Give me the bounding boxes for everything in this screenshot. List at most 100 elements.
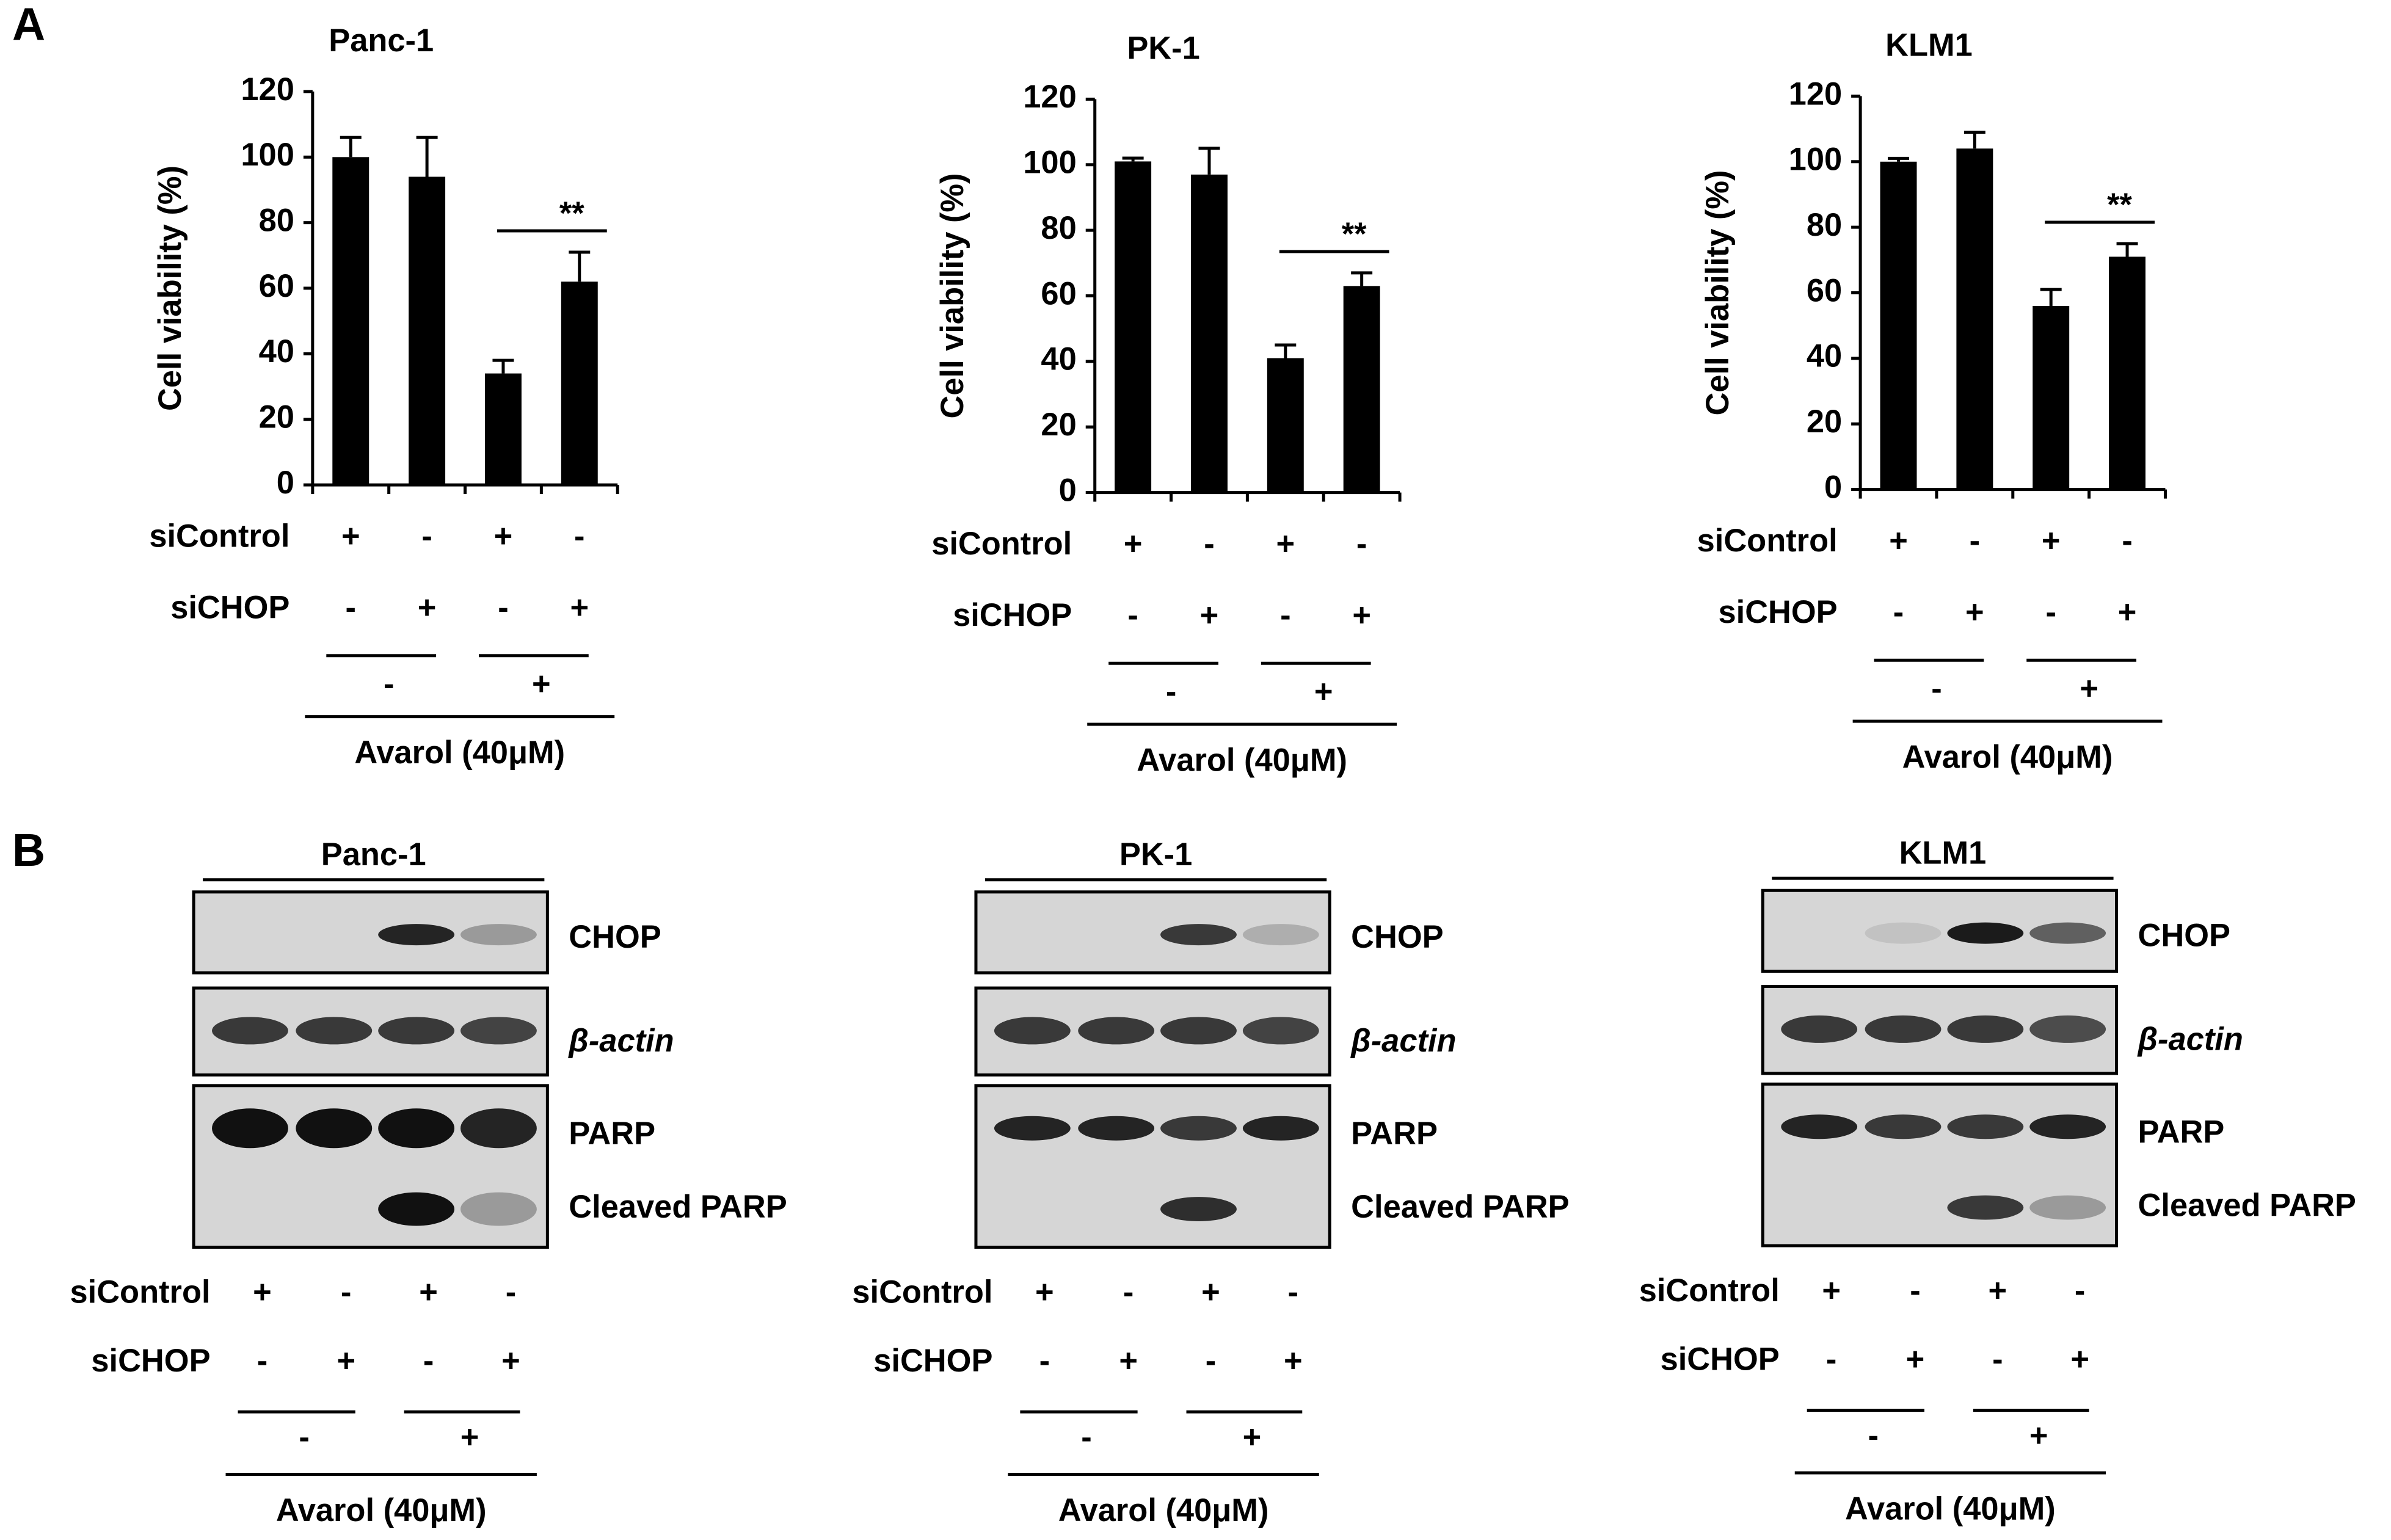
condition-mark: - (421, 518, 432, 554)
condition-mark: - (1288, 1275, 1298, 1310)
condition-mark: - (423, 1343, 434, 1379)
blot-band (1781, 1114, 1858, 1139)
chart-title: Panc-1 (329, 23, 434, 59)
band-label: PARP (2138, 1115, 2225, 1150)
y-tick-label: 40 (259, 334, 294, 369)
condition-mark: + (1035, 1275, 1054, 1310)
condition-mark: + (2070, 1342, 2089, 1378)
blot-band (378, 1108, 455, 1149)
blot-band (1947, 1015, 2024, 1043)
condition-mark: - (1992, 1342, 2003, 1378)
condition-mark: - (346, 590, 356, 626)
condition-label: siControl (70, 1275, 210, 1310)
condition-label: siControl (931, 526, 1072, 562)
bar (484, 373, 522, 485)
blot-band (2029, 1015, 2106, 1043)
blot-band (378, 1017, 455, 1045)
bar (1956, 148, 1993, 490)
condition-mark: - (1039, 1343, 1050, 1379)
bar (2109, 256, 2146, 490)
bar (1343, 286, 1380, 493)
bar (2033, 305, 2070, 490)
treatment-label: Avarol (40μM) (1058, 1493, 1269, 1528)
y-tick-label: 40 (1807, 339, 1842, 374)
condition-mark: - (1280, 598, 1290, 633)
band-label: CHOP (2138, 918, 2230, 953)
condition-mark: + (1889, 523, 1908, 559)
y-tick-label: 0 (1059, 473, 1077, 508)
y-tick-label: 0 (1824, 470, 1842, 505)
band-label: PARP (569, 1116, 655, 1152)
condition-label: siControl (1639, 1273, 1780, 1309)
treatment-mark: + (532, 667, 551, 702)
condition-mark: - (2075, 1273, 2085, 1309)
condition-mark: + (1352, 598, 1371, 633)
condition-mark: + (1284, 1343, 1303, 1379)
condition-mark: - (1356, 526, 1367, 562)
condition-mark: + (501, 1343, 520, 1379)
y-tick-label: 120 (241, 72, 294, 107)
blot-band (1865, 1114, 1942, 1139)
chart-title: PK-1 (1127, 31, 1199, 66)
treatment-label: Avarol (40μM) (354, 735, 565, 771)
treatment-label: Avarol (40μM) (1137, 743, 1347, 778)
treatment-mark: - (1081, 1420, 1091, 1455)
condition-mark: - (1910, 1273, 1920, 1309)
treatment-label: Avarol (40μM) (1845, 1491, 2056, 1527)
condition-mark: - (1206, 1343, 1216, 1379)
y-tick-label: 20 (1807, 404, 1842, 440)
treatment-mark: - (299, 1420, 309, 1455)
y-tick-label: 100 (1789, 142, 1842, 178)
blot-band (212, 1017, 288, 1045)
y-tick-label: 60 (1807, 273, 1842, 308)
condition-label: siCHOP (953, 598, 1072, 633)
band-label: β-actin (1350, 1023, 1456, 1059)
treatment-mark: - (1931, 671, 1942, 706)
condition-mark: - (2045, 595, 2056, 630)
condition-label: siCHOP (1718, 595, 1837, 630)
blot-band (2029, 922, 2106, 944)
bar (409, 176, 446, 485)
condition-mark: + (418, 590, 437, 626)
blot-title: Panc-1 (321, 837, 426, 873)
blot-title: KLM1 (1899, 836, 1987, 871)
condition-label: siControl (852, 1275, 992, 1310)
condition-label: siCHOP (1661, 1342, 1780, 1378)
y-tick-label: 60 (259, 269, 294, 304)
condition-mark: + (1201, 1275, 1220, 1310)
y-axis-label: Cell viability (%) (935, 173, 970, 418)
blot-band (460, 1017, 537, 1045)
blot-band (378, 924, 455, 946)
blot-band (1865, 922, 1942, 944)
blot-band (460, 1192, 537, 1226)
condition-mark: - (2122, 523, 2132, 559)
blot-band (1160, 1197, 1237, 1222)
bar (1115, 161, 1152, 493)
condition-mark: - (1123, 1275, 1134, 1310)
condition-mark: + (341, 518, 360, 554)
blot-band (1947, 1114, 2024, 1139)
blot-band (1160, 1017, 1237, 1045)
bar (1191, 174, 1228, 493)
blot-band (1781, 1015, 1858, 1043)
condition-mark: + (1822, 1273, 1841, 1309)
blot-band (212, 1108, 288, 1149)
condition-mark: + (1119, 1343, 1138, 1379)
condition-mark: + (1276, 526, 1295, 562)
treatment-mark: + (2029, 1418, 2048, 1453)
blot-membrane (974, 890, 1331, 975)
condition-mark: - (498, 590, 508, 626)
condition-mark: - (506, 1275, 516, 1310)
blot-band (994, 1116, 1071, 1141)
blot-band (1865, 1015, 1942, 1043)
band-label: Cleaved PARP (2138, 1188, 2356, 1223)
blot-membrane (192, 890, 549, 975)
condition-mark: + (2042, 523, 2061, 559)
y-tick-label: 60 (1041, 276, 1076, 311)
y-axis-label: Cell viability (%) (1700, 170, 1736, 415)
treatment-mark: - (1166, 674, 1176, 710)
panel-label: B (12, 824, 45, 876)
blot-band (2029, 1114, 2106, 1139)
condition-mark: + (2118, 595, 2137, 630)
